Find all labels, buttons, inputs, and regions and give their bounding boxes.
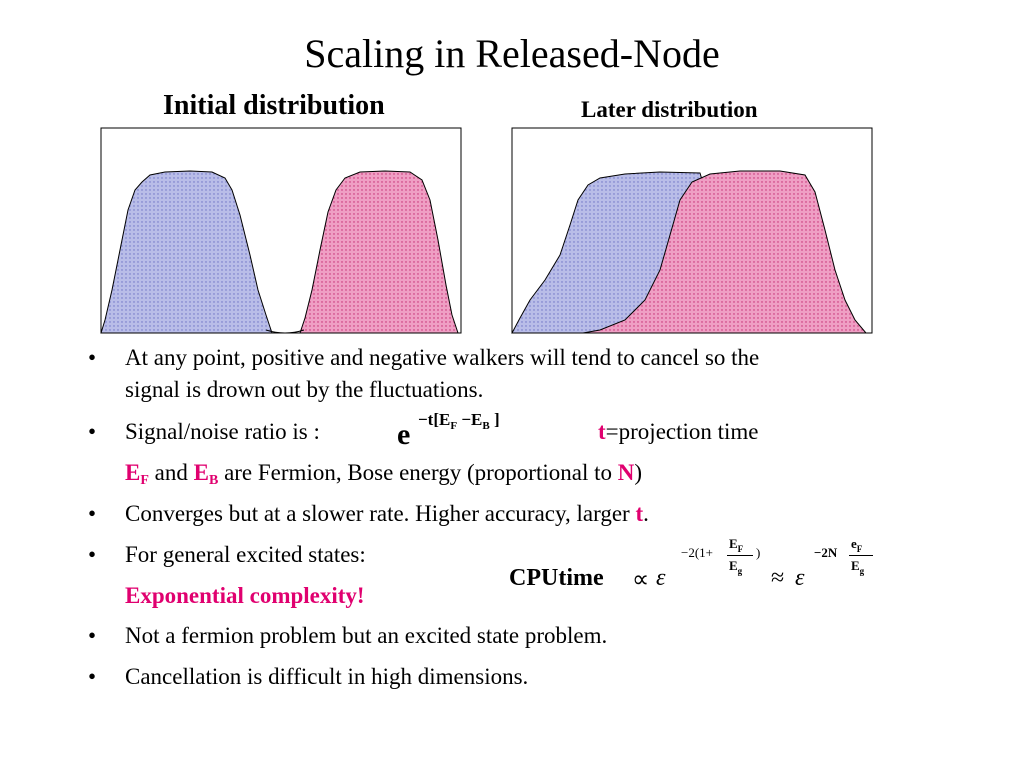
- snr-formula-base: e: [397, 418, 411, 451]
- initial-zero-gap: [265, 329, 305, 334]
- exponent-2-prefix: −2N: [814, 545, 838, 560]
- initial-distribution-panel: [100, 127, 462, 334]
- cpu-time-label: CPUtime: [509, 565, 604, 591]
- later-distribution-panel: [511, 127, 873, 334]
- proportional-symbol: ∝: [632, 567, 650, 593]
- exponent-1-fraction-bar: [727, 555, 753, 556]
- epsilon-symbol: ε: [656, 565, 666, 591]
- epsilon-symbol: ε: [795, 565, 805, 591]
- approx-symbol: ≈: [771, 565, 785, 591]
- exponent-1-numerator: EF: [729, 536, 744, 554]
- initial-positive-lobe: [100, 170, 273, 334]
- snr-formula-exponent: −t[EF −EB ]: [418, 410, 500, 432]
- exponent-2-denominator: Eg: [851, 558, 865, 576]
- exponent-1-denominator: Eg: [729, 558, 743, 576]
- later-distribution-heading: Later distribution: [581, 97, 758, 122]
- exponent-2-numerator: eF: [851, 536, 863, 554]
- exponent-2-fraction-bar: [849, 555, 873, 556]
- exponent-1-prefix: −2(1+: [681, 545, 713, 560]
- exponent-1-suffix: ): [756, 545, 761, 560]
- later-negative-distribution: [582, 170, 868, 334]
- slide-title: Scaling in Released-Node: [304, 31, 720, 76]
- initial-negative-lobe: [299, 170, 459, 334]
- initial-distribution-heading: Initial distribution: [163, 90, 385, 121]
